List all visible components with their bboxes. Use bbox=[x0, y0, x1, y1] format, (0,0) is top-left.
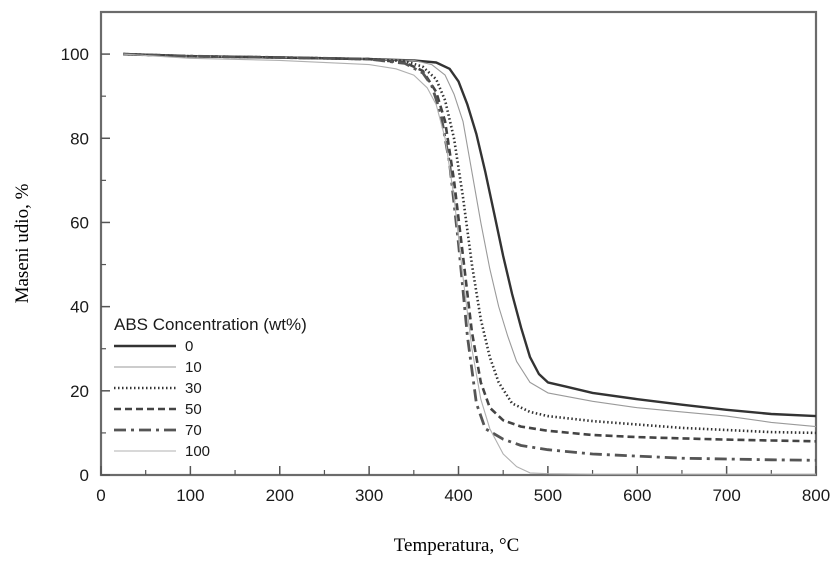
series-line-10 bbox=[123, 53, 817, 428]
series-line-30 bbox=[123, 52, 817, 435]
series-line-70 bbox=[123, 52, 817, 462]
y-tick-label-20: 20 bbox=[70, 382, 89, 401]
legend-label-70: 70 bbox=[185, 422, 202, 439]
legend-label-0: 0 bbox=[185, 338, 193, 355]
legend-label-50: 50 bbox=[185, 401, 202, 418]
series-line-100 bbox=[123, 53, 816, 475]
legend-label-100: 100 bbox=[185, 443, 210, 460]
x-tick-label-200: 200 bbox=[266, 486, 294, 505]
legend: ABS Concentration (wt%) 0 10 30 50 70 100 bbox=[114, 315, 307, 460]
y-tick-label-40: 40 bbox=[70, 298, 89, 317]
x-tick-label-700: 700 bbox=[712, 486, 740, 505]
x-tick-label-400: 400 bbox=[444, 486, 472, 505]
y-tick-label-80: 80 bbox=[70, 129, 89, 148]
y-axis-title: Maseni udio, % bbox=[12, 183, 33, 303]
y-tick-label-100: 100 bbox=[61, 45, 89, 64]
legend-label-10: 10 bbox=[185, 359, 202, 376]
y-tick-label-60: 60 bbox=[70, 213, 89, 232]
y-tick-label-0: 0 bbox=[80, 466, 89, 485]
x-tick-label-600: 600 bbox=[623, 486, 651, 505]
series-line-50 bbox=[123, 52, 817, 443]
series-group bbox=[123, 52, 817, 475]
x-tick-label-300: 300 bbox=[355, 486, 383, 505]
x-tick-label-800: 800 bbox=[802, 486, 830, 505]
legend-title: ABS Concentration (wt%) bbox=[114, 315, 307, 334]
x-axis-title: Temperatura, °C bbox=[394, 535, 520, 556]
series-line-0 bbox=[123, 52, 817, 418]
x-tick-label-500: 500 bbox=[534, 486, 562, 505]
x-tick-label-0: 0 bbox=[96, 486, 105, 505]
legend-label-30: 30 bbox=[185, 380, 202, 397]
x-tick-label-100: 100 bbox=[176, 486, 204, 505]
